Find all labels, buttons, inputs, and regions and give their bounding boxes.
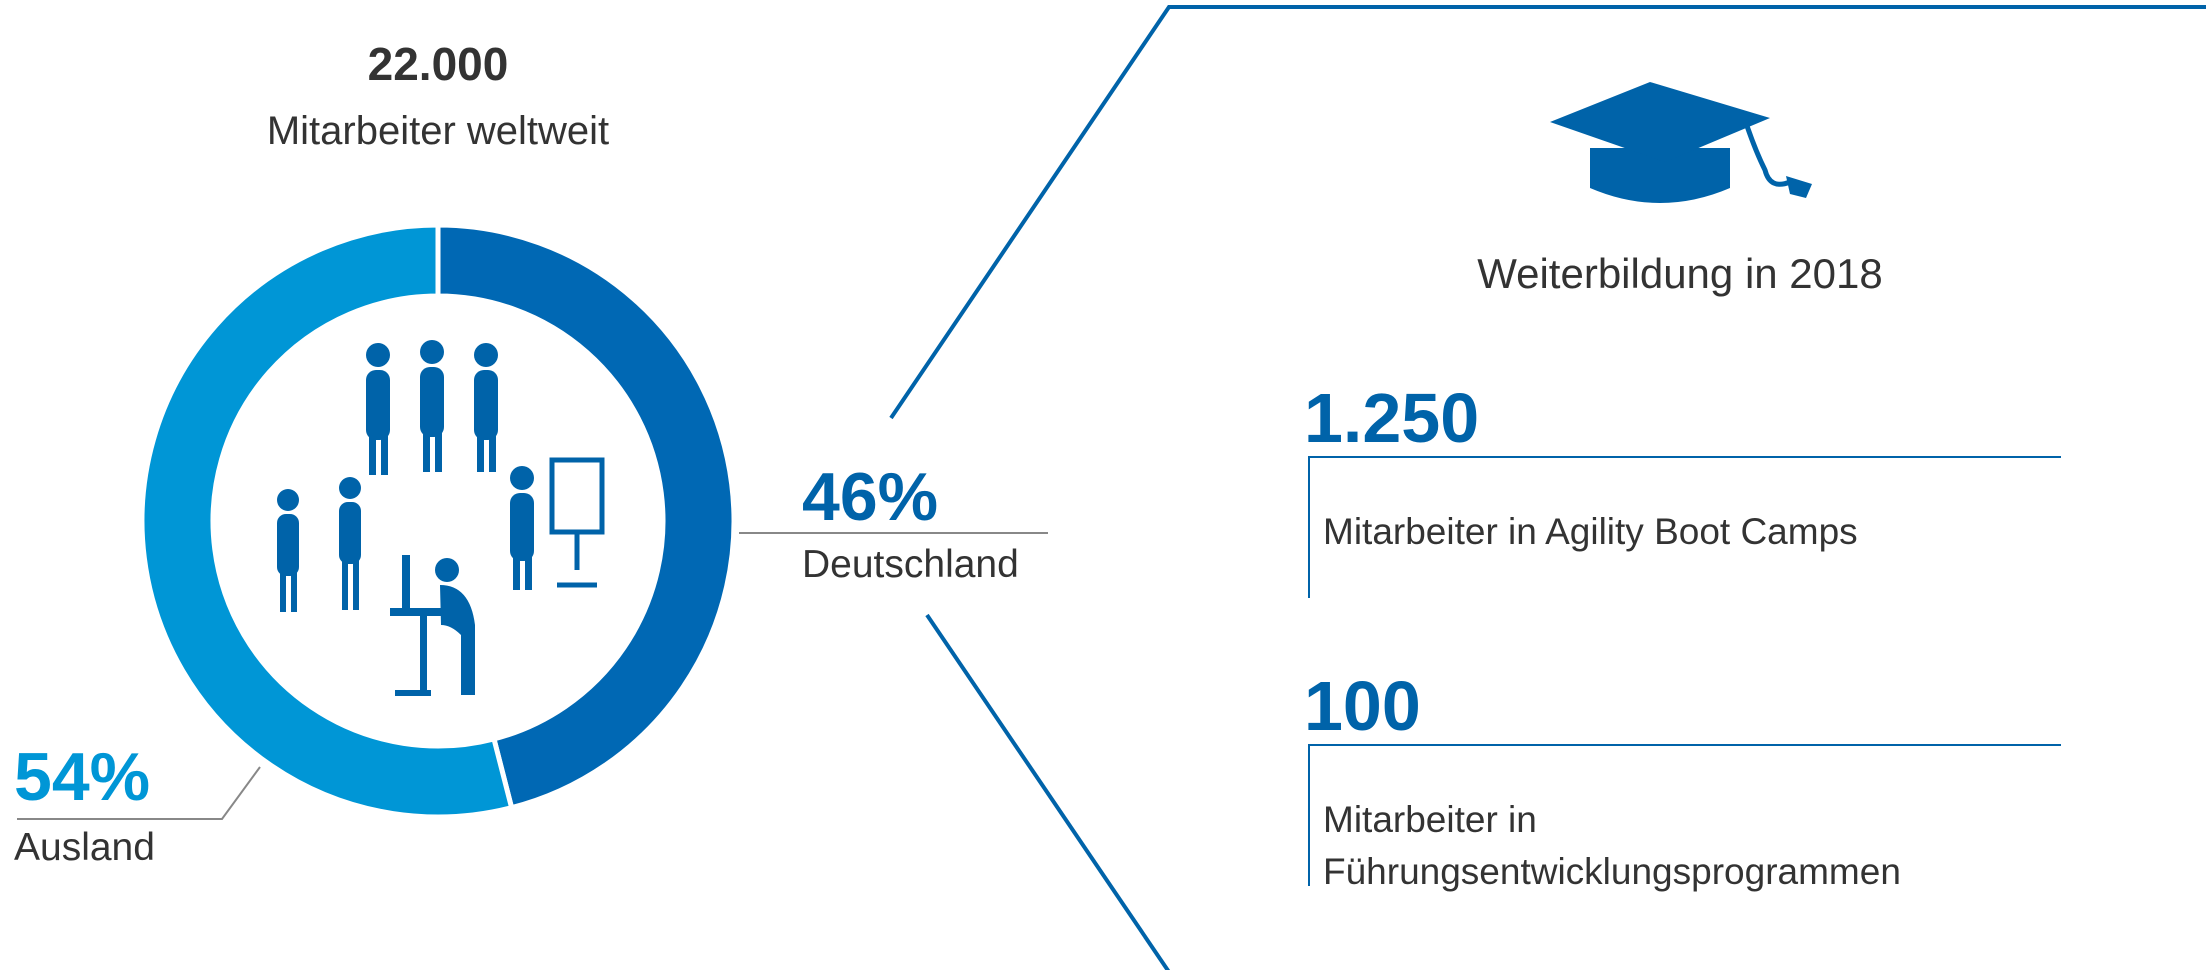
cap-tassel: [1742, 119, 1791, 187]
category-label: Deutschland: [802, 543, 1019, 586]
person: [339, 477, 361, 610]
cap-top: [1550, 82, 1770, 162]
presenter: [510, 457, 605, 590]
donut-segment: [139, 222, 515, 820]
person: [277, 489, 299, 612]
value-label: 54%: [14, 739, 150, 815]
total-number: 22.000: [368, 38, 509, 90]
panel-heading: Weiterbildung in 2018: [1477, 250, 1883, 297]
frame-top: [889, 5, 2206, 420]
stat-caption: Mitarbeiter in Agility Boot Camps: [1323, 511, 1858, 552]
stat-caption: Führungsentwicklungsprogrammen: [1323, 851, 1901, 892]
total-caption: Mitarbeiter weltweit: [267, 109, 609, 153]
stat-number: 1.250: [1304, 379, 1479, 457]
frame-bottom: [925, 613, 1171, 974]
stat-number: 100: [1304, 667, 1421, 745]
tassel-end: [1786, 176, 1812, 198]
person: [366, 343, 390, 475]
people-icons: [277, 340, 605, 696]
panel-frame: [889, 5, 2206, 974]
cap-base: [1590, 148, 1730, 203]
person: [474, 343, 498, 472]
leader-line: [17, 766, 261, 820]
value-label: 46%: [802, 459, 938, 535]
donut-segment: [435, 222, 737, 811]
person: [420, 340, 444, 472]
stat-caption: Mitarbeiter in: [1323, 799, 1537, 840]
category-label: Ausland: [14, 826, 155, 869]
graduation-cap: [1550, 82, 1812, 203]
desk-worker: [390, 555, 475, 696]
